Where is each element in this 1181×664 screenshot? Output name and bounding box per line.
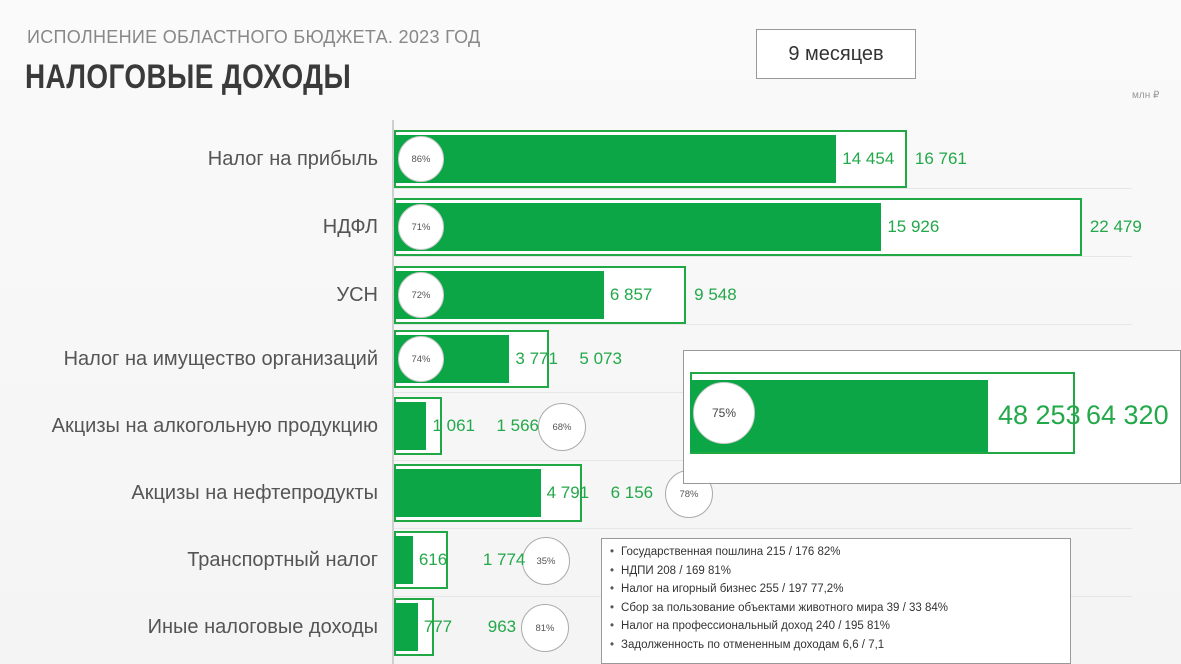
page-title: НАЛОГОВЫЕ ДОХОДЫ xyxy=(25,58,352,96)
fact-bar xyxy=(394,603,418,651)
gridline xyxy=(392,256,1132,257)
category-label: Иные налоговые доходы xyxy=(147,616,378,638)
plan-value-label: 6 156 xyxy=(610,483,654,502)
plan-value-label: 22 479 xyxy=(1089,217,1142,236)
fact-bar xyxy=(394,402,427,450)
fact-value-label: 14 454 xyxy=(842,149,895,168)
fact-value-label: 1 061 xyxy=(432,416,475,435)
category-label: Налог на имущество организаций xyxy=(63,348,378,370)
fact-value-label: 6 857 xyxy=(609,285,653,304)
period-badge: 9 месяцев xyxy=(756,29,916,79)
plan-value-label: 1 566 xyxy=(496,416,539,435)
fact-bar xyxy=(394,469,541,517)
chart-axis xyxy=(392,120,394,664)
percent-badge: 81% xyxy=(521,604,569,652)
legend-item: Налог на профессиональный доход 240 / 19… xyxy=(610,617,1062,636)
category-label: УСН xyxy=(336,284,378,306)
fact-value-label: 777 xyxy=(423,617,453,636)
page-supertitle: ИСПОЛНЕНИЕ ОБЛАСТНОГО БЮДЖЕТА. 2023 ГОД xyxy=(27,27,481,47)
fact-bar xyxy=(394,135,837,183)
other-taxes-legend: Государственная пошлина 215 / 176 82% НД… xyxy=(601,538,1071,664)
fact-bar xyxy=(394,536,413,584)
percent-badge: 68% xyxy=(538,403,586,451)
fact-bar xyxy=(394,203,882,251)
legend-item: НДПИ 208 / 169 81% xyxy=(610,562,1062,581)
gridline xyxy=(392,324,1132,325)
percent-badge: 35% xyxy=(522,537,570,585)
unit-label: млн ₽ xyxy=(1132,90,1160,101)
plan-value-label: 963 xyxy=(487,617,517,636)
legend-item: Государственная пошлина 215 / 176 82% xyxy=(610,543,1062,562)
gridline xyxy=(392,528,1132,529)
plan-value-label: 9 548 xyxy=(694,285,737,304)
percent-badge: 72% xyxy=(398,272,444,318)
fact-value-label: 616 xyxy=(418,550,448,569)
legend-item: Налог на игорный бизнес 255 / 197 77,2% xyxy=(610,580,1062,599)
category-label: Транспортный налог xyxy=(187,549,378,571)
legend-item: Задолженность по отмененным доходам 6,6 … xyxy=(610,636,1062,655)
total-plan-label: 64 320 xyxy=(1086,400,1169,430)
plan-value-label: 16 761 xyxy=(914,149,967,168)
total-fact-label: 48 253 xyxy=(998,400,1081,430)
category-label: Налог на прибыль xyxy=(207,148,378,170)
gridline xyxy=(392,188,1132,189)
percent-badge: 74% xyxy=(398,336,444,382)
percent-badge: 86% xyxy=(398,136,444,182)
category-label: Акцизы на нефтепродукты xyxy=(131,482,378,504)
category-label: Акцизы на алкогольную продукцию xyxy=(51,415,378,437)
category-label: НДФЛ xyxy=(322,216,378,238)
plan-value-label: 5 073 xyxy=(579,349,622,368)
fact-value-label: 3 771 xyxy=(515,349,558,368)
percent-badge: 71% xyxy=(398,204,444,250)
fact-value-label: 15 926 xyxy=(887,217,940,236)
total-percent-badge: 75% xyxy=(693,382,755,444)
legend-item: Сбор за пользование объектами животного … xyxy=(610,599,1062,618)
fact-value-label: 4 791 xyxy=(546,483,590,502)
plan-value-label: 1 774 xyxy=(482,550,526,569)
